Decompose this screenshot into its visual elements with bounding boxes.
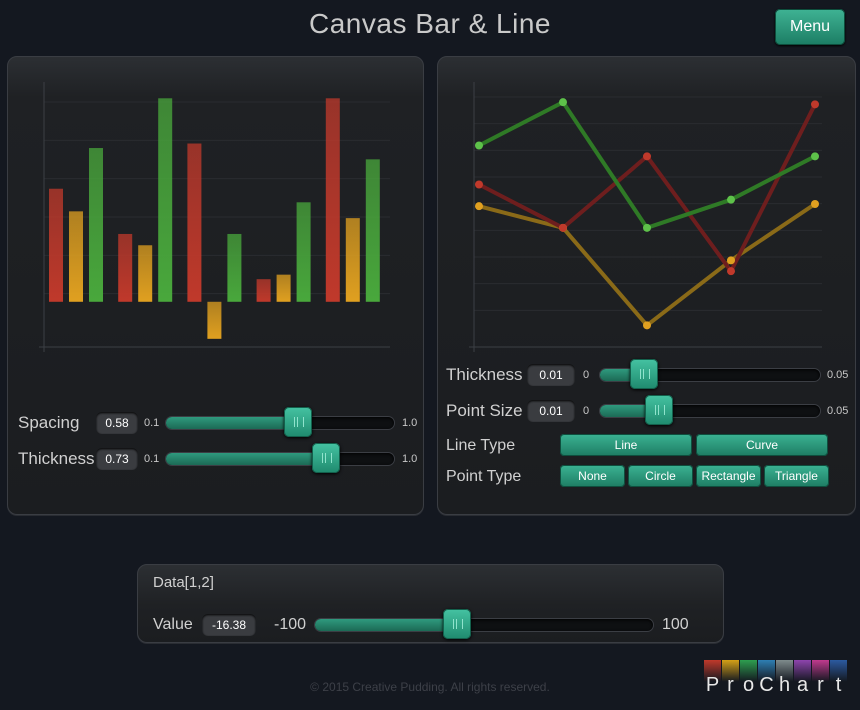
bar-s1-c3 [187,143,202,302]
thickness-slider-thumb[interactable] [311,443,340,473]
bar-s1-c1 [49,188,63,302]
bar-s2-c4 [276,274,291,302]
thickness-max: 1.0 [402,453,418,465]
thickness-label: Thickness [18,449,95,468]
spacing-slider-row: Spacing 0.58 0.1 1.0 [8,407,423,437]
bar-s1-c4 [256,279,271,302]
bar-s3-c2 [158,98,173,302]
line-series-1 [478,103,817,274]
line-point-s1-c1 [475,180,483,189]
line-point-s3-c2 [559,98,567,107]
bar-s2-c1 [69,211,83,302]
data-value-slider-thumb[interactable] [442,609,471,639]
value-label: Value [153,616,193,633]
bar-s1-c5 [325,98,340,302]
thickness-slider[interactable] [166,453,394,465]
point-type-circle-button[interactable]: Circle [628,465,693,487]
bar-s2-c3 [207,301,222,339]
line-point-s3-c4 [727,195,735,204]
point-size-max: 0.05 [827,405,849,417]
thickness-value: 0.73 [96,448,138,470]
point-size-row: Point Size 0.01 0 0.05 [438,395,855,425]
data-value-slider[interactable] [315,619,653,631]
logo-letter: t [830,660,847,696]
line-type-label: Line Type [446,437,516,454]
line-chart [469,82,822,352]
line-point-s3-c1 [475,141,483,150]
spacing-slider[interactable] [166,417,394,429]
line-thickness-label: Thickness [446,365,523,384]
line-thickness-slider-thumb[interactable] [630,359,658,389]
bar-s3-c3 [227,233,242,302]
logo-letter: r [722,660,739,696]
line-point-s2-c4 [727,256,735,265]
thickness-slider-row: Thickness 0.73 0.1 1.0 [8,443,423,473]
logo-letter: P [704,660,721,696]
line-point-s1-c3 [643,152,651,161]
bar-s3-c5 [365,159,380,302]
data-editor-panel: Data[1,2] Value -16.38 -100 100 [137,564,724,643]
point-type-none-button[interactable]: None [560,465,625,487]
line-point-s3-c5 [811,152,819,161]
point-type-rectangle-button[interactable]: Rectangle [696,465,761,487]
line-point-s2-c1 [475,202,483,211]
logo-letter: o [740,660,757,696]
bar-chart [39,82,390,352]
logo-letter: C [758,660,775,696]
spacing-slider-thumb[interactable] [284,407,313,437]
thickness-min: 0.1 [144,453,160,465]
point-type-label: Point Type [446,468,522,485]
data-editor-title: Data[1,2] [153,574,214,591]
line-point-s1-c4 [727,267,735,276]
spacing-min: 0.1 [144,417,160,429]
data-max: 100 [662,616,689,633]
line-thickness-min: 0 [583,369,590,381]
spacing-max: 1.0 [402,417,418,429]
line-type-line-button[interactable]: Line [560,434,692,456]
line-point-s2-c3 [643,321,651,330]
logo-letter: h [776,660,793,696]
line-thickness-value: 0.01 [527,364,575,386]
point-type-triangle-button[interactable]: Triangle [764,465,829,487]
line-point-s1-c5 [811,100,819,109]
bar-s3-c4 [296,202,311,302]
line-thickness-max: 0.05 [827,369,849,381]
point-size-slider[interactable] [600,405,820,417]
data-min: -100 [274,616,307,633]
data-value: -16.38 [202,614,256,636]
point-size-min: 0 [583,405,590,417]
page-title: Canvas Bar & Line [309,8,551,39]
menu-button[interactable]: Menu [775,9,845,45]
spacing-value: 0.58 [96,412,138,434]
line-point-s1-c2 [559,223,567,232]
bar-s2-c5 [345,218,360,302]
line-type-curve-button[interactable]: Curve [696,434,828,456]
logo-letter: a [794,660,811,696]
point-size-value: 0.01 [527,400,575,422]
line-thickness-row: Thickness 0.01 0 0.05 [438,359,855,389]
line-point-s3-c3 [643,223,651,232]
point-size-slider-thumb[interactable] [645,395,674,425]
bar-chart-panel: Spacing 0.58 0.1 1.0 Thickness 0.73 0.1 … [7,56,424,515]
copyright: © 2015 Creative Pudding. All rights rese… [310,680,550,694]
line-point-s2-c5 [811,200,819,208]
line-series-2 [478,202,817,328]
logo-letter: r [812,660,829,696]
bar-s3-c1 [89,148,103,302]
point-size-label: Point Size [446,401,523,420]
spacing-label: Spacing [18,413,80,432]
bar-s2-c2 [138,245,153,302]
bar-s1-c2 [118,233,133,302]
line-chart-panel: Thickness 0.01 0 0.05 Point Size 0.01 0 … [437,56,856,515]
